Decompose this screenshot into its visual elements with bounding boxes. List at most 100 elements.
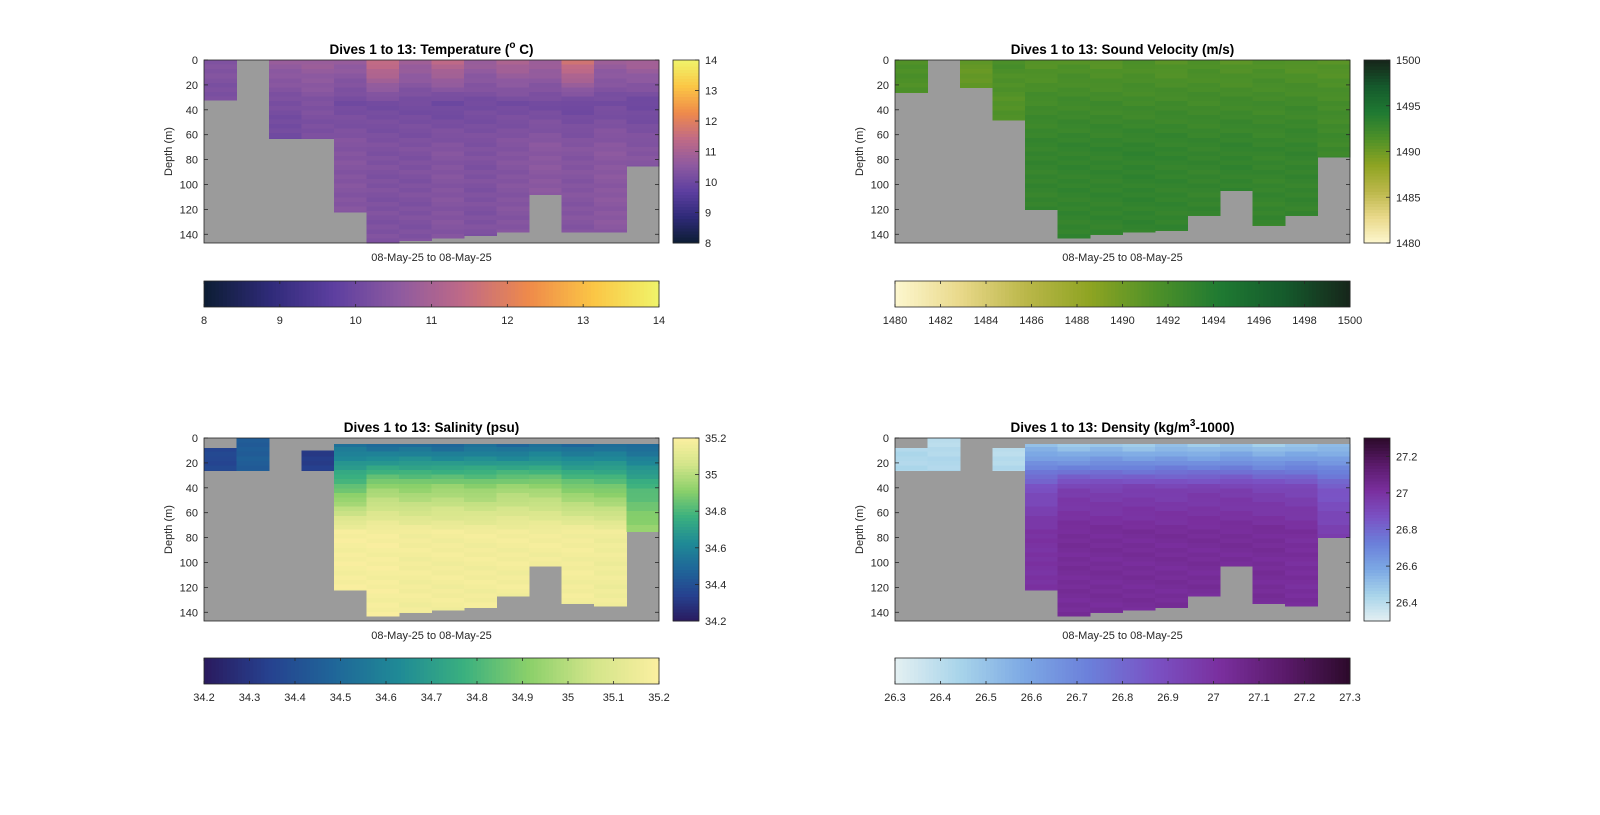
heatmap-cell <box>561 460 595 466</box>
colorbar-swatch <box>1364 78 1390 82</box>
colorbar-swatch <box>1175 281 1180 307</box>
heatmap-cell <box>1155 64 1188 70</box>
heatmap-cell <box>431 192 465 198</box>
colorbar-swatch <box>1240 658 1245 684</box>
heatmap-cell <box>561 220 595 226</box>
y-tick-label: 100 <box>180 557 198 569</box>
heatmap-cell <box>1285 201 1318 207</box>
colorbar-swatch <box>613 658 618 684</box>
colorbar-swatch <box>963 658 968 684</box>
heatmap-cell <box>1187 515 1221 521</box>
colorbar-swatch <box>1232 281 1237 307</box>
colorbar-swatch <box>673 578 699 582</box>
heatmap-cell <box>431 114 465 120</box>
colorbar-swatch <box>1364 169 1390 174</box>
colorbar-swatch <box>495 658 501 684</box>
title-tail: -1000) <box>1195 420 1234 435</box>
colorbar-swatch <box>1364 239 1390 244</box>
colorbar-swatch <box>970 658 976 684</box>
colorbar-swatch <box>1194 281 1199 307</box>
heatmap-cell <box>496 178 530 185</box>
side-colorbar <box>673 60 699 244</box>
heatmap-cell <box>1090 188 1123 194</box>
heatmap-cell <box>1252 119 1286 125</box>
heatmap-cell <box>1025 137 1058 143</box>
colorbar-swatch <box>1364 81 1390 85</box>
heatmap-cell <box>561 515 595 521</box>
y-tick-label: 100 <box>180 179 198 191</box>
heatmap-cell <box>1090 197 1123 203</box>
colorbar-swatch <box>1274 281 1279 307</box>
heatmap-cell <box>1090 579 1123 585</box>
heatmap-cell <box>399 229 432 235</box>
heatmap-cell <box>594 593 627 599</box>
heatmap-cell <box>1252 174 1286 180</box>
colorbar-swatch <box>1364 172 1390 177</box>
colorbar-swatch <box>1364 191 1390 195</box>
heatmap-cell <box>464 598 497 604</box>
colorbar-swatch <box>673 453 699 457</box>
colorbar-swatch <box>1266 281 1271 307</box>
colorbar-swatch <box>989 281 995 307</box>
heatmap-cell <box>236 456 270 462</box>
colorbar-swatch <box>673 505 699 509</box>
heatmap-cell <box>1090 60 1123 66</box>
heatmap-cell <box>1122 69 1156 75</box>
colorbar-swatch <box>673 233 699 238</box>
colorbar-swatch <box>1126 281 1131 307</box>
heatmap-cell <box>1187 488 1221 494</box>
heatmap-cell <box>1252 561 1286 567</box>
heatmap-cell <box>992 456 1026 462</box>
heatmap-cell <box>1025 566 1058 572</box>
heatmap-cell <box>1025 543 1058 549</box>
heatmap-cell <box>561 483 595 489</box>
colorbar-swatch <box>1300 281 1306 307</box>
heatmap-cell <box>496 524 530 530</box>
heatmap-cell <box>1187 210 1221 217</box>
heatmap-cell <box>334 69 367 75</box>
heatmap-cell <box>1090 174 1123 180</box>
heatmap-cell <box>1317 479 1351 485</box>
heatmap-cell <box>1057 598 1091 604</box>
colorbar-swatch <box>944 658 949 684</box>
heatmap-cell <box>1285 534 1318 540</box>
heatmap-cell <box>431 584 465 590</box>
side-colorbar-tick-label: 34.8 <box>705 506 726 518</box>
colorbar-swatch <box>1364 563 1390 567</box>
colorbar-swatch <box>1364 611 1390 616</box>
y-tick-label: 60 <box>877 508 889 520</box>
heatmap-cell <box>1317 151 1351 157</box>
colorbar-swatch <box>234 658 239 684</box>
colorbar-swatch <box>238 281 243 307</box>
heatmap-cell <box>1122 224 1156 230</box>
heatmap-cell <box>1252 146 1286 152</box>
heatmap-cell <box>431 146 465 152</box>
bottom-colorbar-tick-label: 35 <box>562 692 574 704</box>
title-tail: C) <box>515 42 533 57</box>
colorbar-swatch <box>336 281 342 307</box>
heatmap-cell <box>431 178 465 185</box>
heatmap-cell <box>269 64 302 70</box>
heatmap-cell <box>334 188 367 194</box>
colorbar-swatch <box>1364 99 1390 104</box>
heatmap-cell <box>236 470 270 471</box>
colorbar-swatch <box>1364 602 1390 607</box>
heatmap-cell <box>464 201 497 207</box>
colorbar-swatch <box>1364 108 1390 113</box>
bottom-colorbar-tick-label: 1480 <box>883 315 907 327</box>
heatmap-cell <box>1090 593 1123 599</box>
heatmap-cell <box>399 593 432 599</box>
bottom-colorbar-tick-label: 1498 <box>1292 315 1316 327</box>
heatmap-cell <box>301 114 335 120</box>
colorbar-swatch <box>636 281 641 307</box>
colorbar-swatch <box>1175 658 1180 684</box>
heatmap-cell <box>1090 215 1123 221</box>
heatmap-cell <box>399 78 432 84</box>
heatmap-cell <box>594 142 627 148</box>
colorbar-swatch <box>583 658 588 684</box>
heatmap-cell <box>431 566 465 572</box>
colorbar-swatch <box>306 658 311 684</box>
heatmap-cell <box>594 206 627 212</box>
colorbar-swatch <box>1228 658 1234 684</box>
